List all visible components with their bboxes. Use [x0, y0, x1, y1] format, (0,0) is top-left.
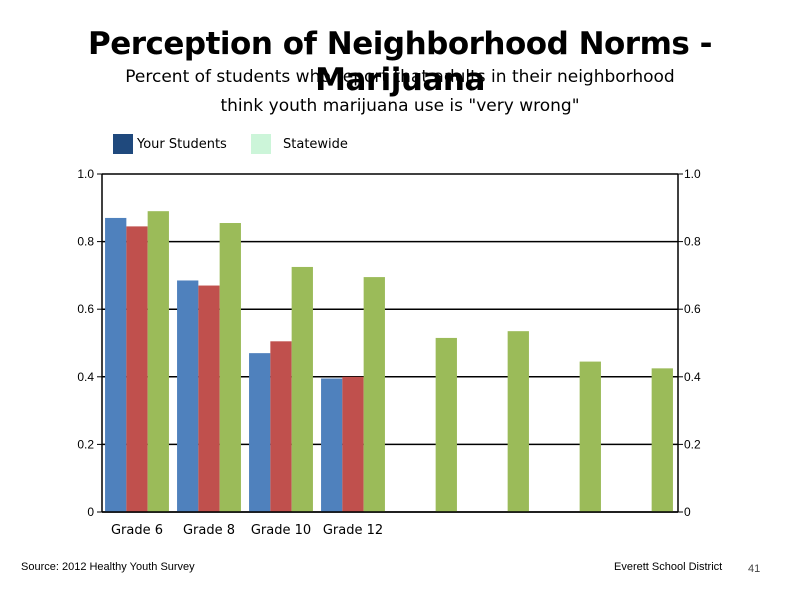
chart-title: Perception of Neighborhood Norms - Marij… [87, 26, 713, 98]
y-tick-label-right: 0.2 [684, 437, 701, 451]
legend-item-statewide: Statewide [251, 134, 348, 154]
bar-series-3 [579, 361, 601, 512]
bar-series-3 [291, 266, 313, 512]
organization-name: Everett School District [614, 561, 723, 573]
bar-series-1 [105, 217, 127, 512]
chart-subtitle-line-1: Percent of students who report that adul… [125, 67, 675, 87]
bar-series-1 [177, 280, 199, 512]
y-tick-label-left: 0.8 [77, 235, 94, 249]
y-tick-label-right: 0.8 [684, 235, 701, 249]
y-tick-label-right: 0.6 [684, 302, 701, 316]
bar-series-1 [249, 353, 271, 512]
bar-series-2 [342, 376, 364, 512]
bar-series-3 [219, 223, 241, 512]
y-tick-label-right: 1.0 [684, 167, 701, 181]
x-category-label: Grade 8 [183, 523, 235, 538]
y-tick-label-left: 0.6 [77, 302, 94, 316]
legend-swatch-your-students [113, 134, 133, 154]
bar-series-3 [147, 211, 169, 512]
bar-series-2 [126, 226, 148, 512]
y-tick-label-left: 1.0 [77, 167, 94, 181]
y-tick-label-right: 0 [684, 505, 691, 519]
legend-label-statewide: Statewide [283, 136, 348, 152]
bar-series-1 [321, 378, 343, 512]
y-tick-label-left: 0.2 [77, 437, 94, 451]
y-tick-label-left: 0 [87, 505, 94, 519]
x-category-label: Grade 6 [111, 523, 163, 538]
legend-label-your-students: Your Students [137, 136, 227, 152]
y-tick-label-left: 0.4 [77, 370, 94, 384]
legend-swatch-statewide [251, 134, 271, 154]
page-number: 41 [748, 563, 761, 575]
bar-series-3 [651, 368, 673, 512]
x-category-label: Grade 12 [323, 523, 383, 538]
bar-series-3 [507, 331, 529, 512]
bar-series-2 [198, 285, 220, 512]
x-category-label: Grade 10 [251, 523, 311, 538]
y-tick-label-right: 0.4 [684, 370, 701, 384]
bar-series-3 [435, 337, 457, 512]
legend-item-your-students: Your Students [113, 134, 227, 154]
chart-subtitle-line-2: think youth marijuana use is "very wrong… [220, 96, 580, 116]
bar-series-3 [363, 277, 385, 512]
bar-series-2 [270, 341, 292, 512]
source-note: Source: 2012 Healthy Youth Survey [21, 561, 195, 573]
